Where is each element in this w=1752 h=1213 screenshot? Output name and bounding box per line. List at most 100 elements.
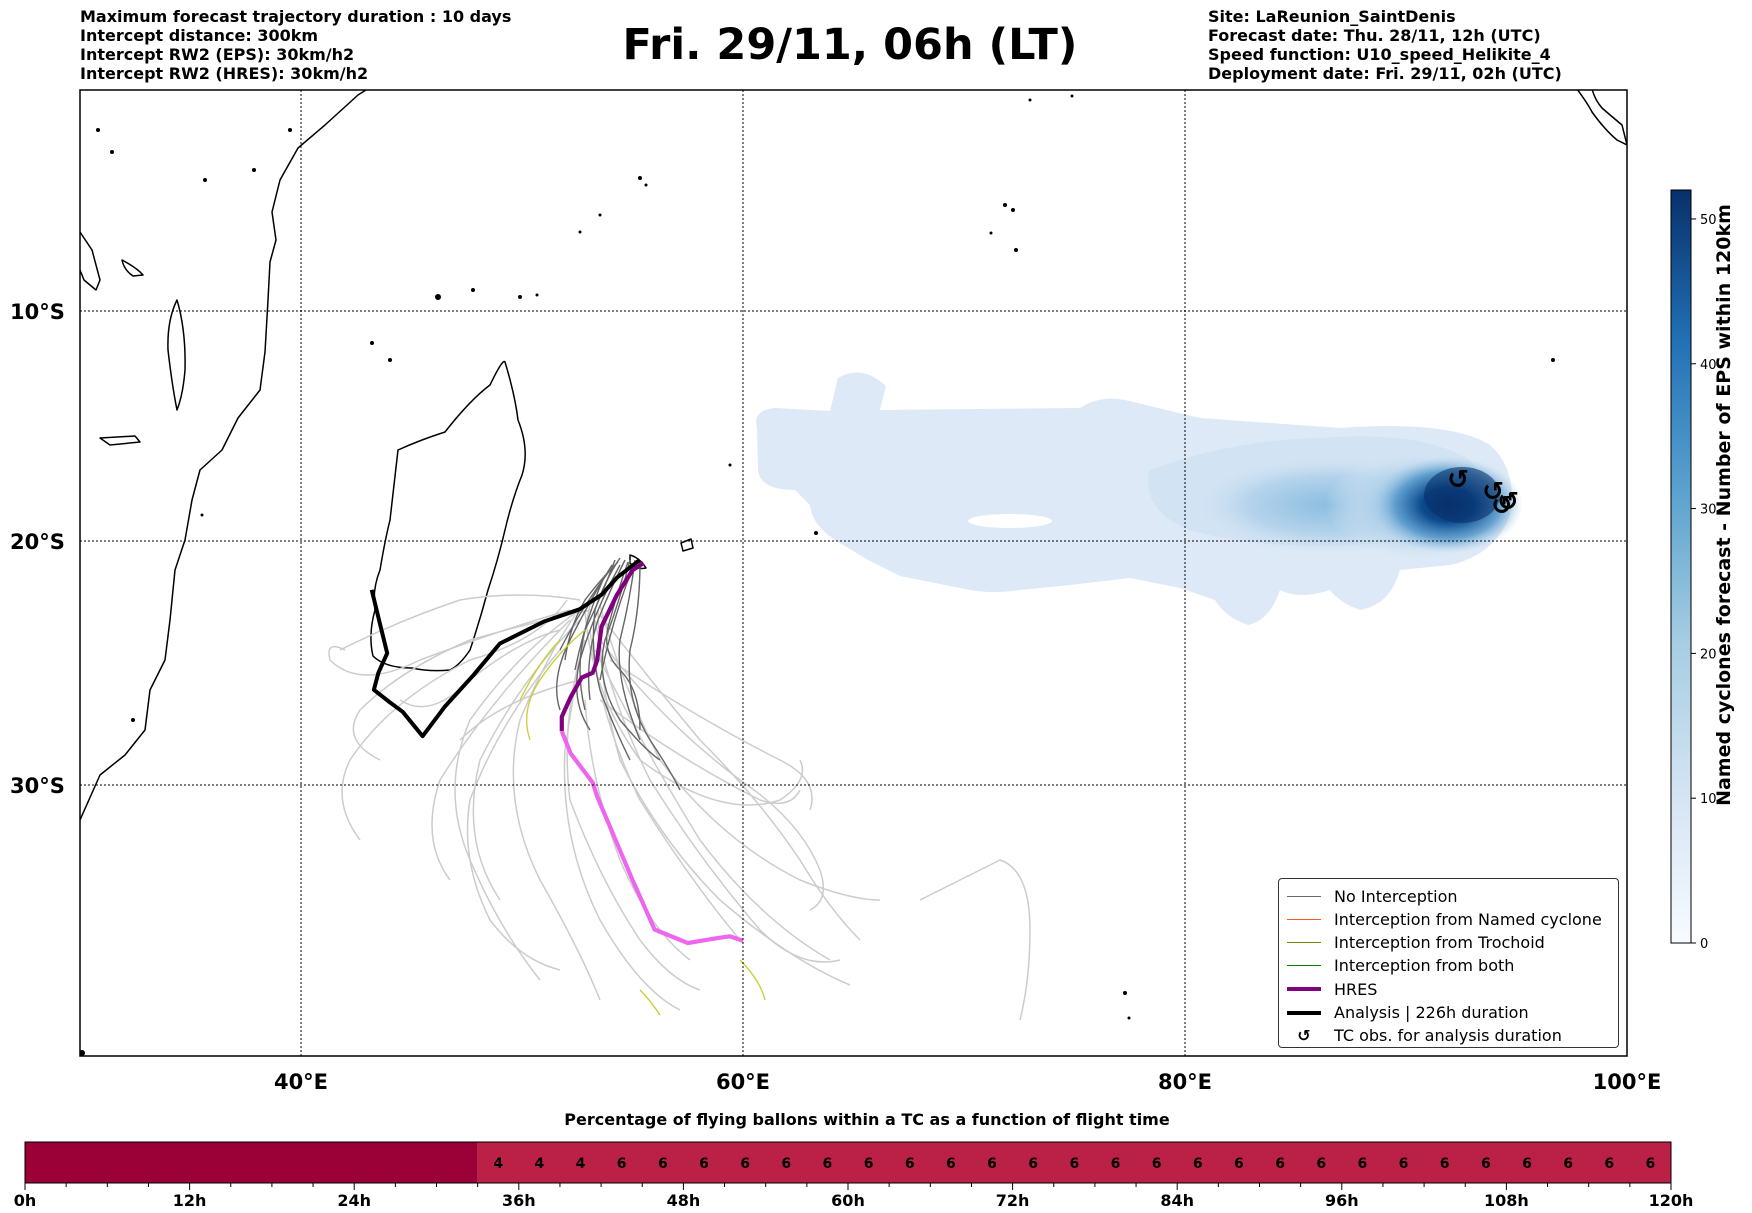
strip-value-label: 6 bbox=[1440, 1156, 1450, 1172]
strip-value-label: 6 bbox=[1646, 1156, 1656, 1172]
strip-value-label: 6 bbox=[823, 1156, 833, 1172]
header-intercept-hres: Intercept RW2 (HRES): 30km/h2 bbox=[80, 64, 369, 83]
strip-value-label: 6 bbox=[864, 1156, 874, 1172]
map-gridlines bbox=[80, 90, 1627, 1056]
tc-obs-icon-2: ↺ bbox=[1482, 477, 1504, 507]
header-right: Site: LaReunion_SaintDenis Forecast date… bbox=[1208, 7, 1562, 83]
coastlines bbox=[80, 90, 1627, 821]
header-forecast-date: Forecast date: Thu. 28/11, 12h (UTC) bbox=[1208, 26, 1541, 45]
strip-tick-label: 120h bbox=[1649, 1191, 1694, 1210]
strip-value-label: 6 bbox=[1563, 1156, 1573, 1172]
strip-dark-segment bbox=[25, 1142, 478, 1183]
strip-value-label: 6 bbox=[987, 1156, 997, 1172]
strip-value-label: 6 bbox=[905, 1156, 915, 1172]
legend-line-swatch bbox=[1287, 942, 1321, 944]
strip-tick-label: 108h bbox=[1484, 1191, 1529, 1210]
strip-value-label: 6 bbox=[1111, 1156, 1121, 1172]
legend-label: Analysis | 226h duration bbox=[1334, 1003, 1529, 1022]
strip-value-label: 6 bbox=[1275, 1156, 1285, 1172]
analysis-track bbox=[369, 558, 641, 739]
legend-label: HRES bbox=[1334, 979, 1378, 999]
legend-item: No Interception bbox=[1279, 885, 1458, 907]
colorbar-ticks: 0 10 20 30 40 50 bbox=[1691, 213, 1717, 952]
tc-obs-icon-3: ↺ bbox=[1491, 491, 1513, 521]
strip-value-labels: 4 4 4 6 6 6 6 6 6 6 6 6 6 6 6 6 6 6 6 6 6 6 6 6 6 6 6 6 6 bbox=[493, 1156, 1655, 1172]
legend-label: Interception from Trochoid bbox=[1334, 933, 1545, 953]
strip-value-label: 4 bbox=[535, 1156, 545, 1172]
legend-swatch bbox=[1287, 942, 1321, 944]
strip-value-label: 6 bbox=[617, 1156, 627, 1172]
ensemble-tracks-light bbox=[328, 594, 1031, 1021]
x-tick-label: 60°E bbox=[716, 1070, 770, 1094]
cyclone-density-field bbox=[756, 372, 1523, 625]
legend-label: TC obs. for analysis duration bbox=[1334, 1026, 1562, 1046]
colorbar-tick-label: 50 bbox=[1700, 213, 1717, 228]
strip-tick-label: 48h bbox=[667, 1191, 701, 1210]
legend-item: Interception from Named cyclone bbox=[1279, 908, 1602, 930]
header-site: Site: LaReunion_SaintDenis bbox=[1208, 7, 1456, 26]
ensemble-tracks-trochoid bbox=[519, 629, 766, 1016]
legend-swatch bbox=[1287, 918, 1321, 920]
strip-value-label: 6 bbox=[1358, 1156, 1368, 1172]
header-left: Maximum forecast trajectory duration : 1… bbox=[80, 7, 511, 83]
strip-tick-label: 24h bbox=[337, 1191, 371, 1210]
header-trajectory-duration: Maximum forecast trajectory duration : 1… bbox=[80, 7, 512, 26]
header-deployment-date: Deployment date: Fri. 29/11, 02h (UTC) bbox=[1208, 64, 1562, 83]
legend-line-swatch bbox=[1287, 1010, 1321, 1015]
strip-value-label: 6 bbox=[1316, 1156, 1326, 1172]
y-tick-labels: 10°S 20°S 30°S bbox=[10, 300, 65, 798]
legend-swatch bbox=[1287, 1010, 1321, 1015]
strip-value-label: 6 bbox=[1399, 1156, 1409, 1172]
cyclone-icon: ↺ bbox=[1297, 1026, 1311, 1046]
colorbar-tick-label: 10 bbox=[1700, 792, 1717, 807]
strip-tick-label: 72h bbox=[996, 1191, 1030, 1210]
strip-tick-label: 36h bbox=[502, 1191, 536, 1210]
strip-value-label: 6 bbox=[699, 1156, 709, 1172]
strip-title: Percentage of flying ballons within a TC… bbox=[564, 1110, 1170, 1129]
colorbar-tick-label: 0 bbox=[1700, 937, 1708, 952]
header-intercept-distance: Intercept distance: 300km bbox=[80, 26, 319, 45]
legend-line-swatch bbox=[1287, 987, 1321, 992]
legend-item: Analysis | 226h duration bbox=[1279, 1002, 1529, 1024]
strip-value-label: 6 bbox=[1152, 1156, 1162, 1172]
strip-value-label: 4 bbox=[493, 1156, 503, 1172]
chart-title: Fri. 29/11, 06h (LT) bbox=[622, 20, 1078, 70]
x-tick-label: 100°E bbox=[1593, 1070, 1662, 1094]
strip-value-label: 6 bbox=[946, 1156, 956, 1172]
strip-value-label: 6 bbox=[1481, 1156, 1491, 1172]
strip-tick-label: 0h bbox=[14, 1191, 37, 1210]
x-tick-label: 80°E bbox=[1158, 1070, 1212, 1094]
hres-late-track bbox=[559, 730, 744, 946]
strip-value-label: 6 bbox=[658, 1156, 668, 1172]
legend-swatch bbox=[1287, 895, 1321, 897]
legend-label: Interception from Named cyclone bbox=[1334, 909, 1602, 929]
strip-value-label: 6 bbox=[740, 1156, 750, 1172]
strip-tick-label: 60h bbox=[831, 1191, 865, 1210]
y-tick-label: 30°S bbox=[10, 774, 65, 798]
header-speed-function: Speed function: U10_speed_Helikite_4 bbox=[1208, 45, 1551, 64]
strip-mid-segment bbox=[477, 1142, 1671, 1183]
tc-obs-icon-1: ↺ bbox=[1447, 465, 1469, 495]
hres-track bbox=[559, 561, 645, 732]
legend-line-swatch bbox=[1287, 918, 1321, 920]
strip-value-label: 6 bbox=[1069, 1156, 1079, 1172]
y-tick-label: 20°S bbox=[10, 530, 65, 554]
strip-tick-label: 12h bbox=[173, 1191, 207, 1210]
tc-observations: ↺ ↺ ↺ ↺ bbox=[1447, 465, 1519, 521]
legend-line-swatch bbox=[1287, 895, 1321, 897]
legend-item: Interception from both bbox=[1279, 955, 1514, 977]
y-tick-label: 10°S bbox=[10, 300, 65, 324]
colorbar-tick-label: 40 bbox=[1700, 358, 1717, 373]
legend-item: Interception from Trochoid bbox=[1279, 932, 1545, 954]
x-tick-label: 40°E bbox=[274, 1070, 328, 1094]
strip-value-label: 6 bbox=[1604, 1156, 1614, 1172]
strip-value-label: 6 bbox=[1193, 1156, 1203, 1172]
map-frame bbox=[79, 89, 1628, 1057]
legend-label: Interception from both bbox=[1334, 956, 1515, 976]
legend-line-swatch bbox=[1287, 965, 1321, 967]
flight-time-strip: 4 4 4 6 6 6 6 6 6 6 6 6 6 6 6 6 6 6 6 6 6 6 6 6 6 6 6 6 6 0h 12h 24h 36… bbox=[14, 1141, 1694, 1210]
legend-item: HRES bbox=[1279, 978, 1377, 1000]
strip-ticks: 0h 12h 24h 36h 48h 60h 72h 84h 96h 108h 120h bbox=[14, 1183, 1694, 1210]
colorbar: 0 10 20 30 40 50 bbox=[1670, 189, 1717, 952]
legend-item: ↺ TC obs. for analysis duration bbox=[1279, 1025, 1562, 1047]
